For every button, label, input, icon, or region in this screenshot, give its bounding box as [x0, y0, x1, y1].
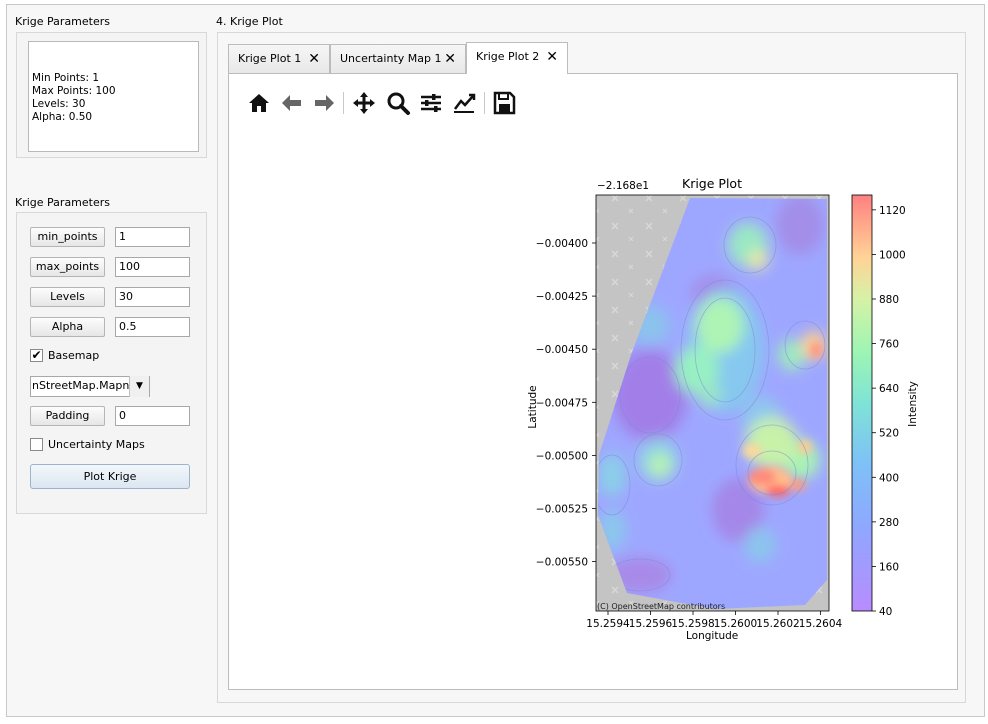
- x-tick-label: 15.2594: [586, 618, 630, 630]
- plot-group-title: 4. Krige Plot: [216, 15, 283, 28]
- padding-input[interactable]: 0: [115, 406, 190, 426]
- summary-group-title: Krige Parameters: [15, 15, 110, 28]
- y-tick-label: −0.00500: [536, 450, 588, 462]
- chevron-down-icon[interactable]: ▼: [129, 376, 149, 397]
- basemap-select[interactable]: nStreetMap.Mapnik ▼: [30, 376, 150, 397]
- x-axis: 15.2594 15.2596 15.2598 15.2600 15.2602 15.26…: [586, 611, 843, 630]
- summary-line-min-points: Min Points: 1: [32, 72, 100, 84]
- colorbar-tick-label: 160: [879, 561, 899, 573]
- y-tick-label: −0.00525: [536, 504, 588, 516]
- basemap-label: Basemap: [48, 349, 100, 362]
- basemap-select-value: nStreetMap.Mapnik: [32, 379, 139, 392]
- y-tick-label: −0.00425: [536, 291, 588, 303]
- x-tick-label: 15.2602: [756, 618, 799, 630]
- forward-icon[interactable]: [311, 90, 337, 116]
- y-offset-label: −2.168e1: [597, 180, 649, 192]
- uncertainty-maps-checkbox[interactable]: [30, 438, 43, 451]
- max-points-button[interactable]: max_points: [30, 257, 105, 277]
- min-points-input[interactable]: 1: [115, 227, 190, 247]
- alpha-input[interactable]: 0.5: [115, 317, 190, 337]
- y-tick-label: −0.00475: [536, 397, 588, 409]
- plot-krige-button[interactable]: Plot Krige: [30, 464, 190, 489]
- surface-blobs: [598, 198, 826, 593]
- edit-axis-icon[interactable]: [451, 90, 477, 116]
- colorbar-label: Intensity: [907, 381, 919, 427]
- y-axis: −0.00400 −0.00425 −0.00450 −0.00475 −0.00500…: [536, 238, 596, 569]
- configure-subplots-icon[interactable]: [418, 90, 444, 116]
- summary-line-alpha: Alpha: 0.50: [32, 111, 93, 123]
- save-icon[interactable]: [491, 90, 517, 116]
- x-tick-label: 15.2598: [671, 618, 714, 630]
- map-attribution: (C) OpenStreetMap contributors: [597, 602, 725, 611]
- back-icon[interactable]: [279, 90, 305, 116]
- tab-uncertainty-map-1[interactable]: Uncertainty Map 1 ✕: [330, 44, 466, 73]
- plot-frame: [595, 194, 830, 612]
- summary-line-levels: Levels: 30: [32, 98, 86, 110]
- map-area[interactable]: [590, 185, 835, 625]
- uncertainty-maps-label: Uncertainty Maps: [48, 438, 145, 451]
- colorbar-ticks: 1120 1000 880 760 640 520 400 280 160 40: [872, 205, 906, 618]
- tab-label: Krige Plot 2: [476, 50, 540, 63]
- colorbar: [851, 194, 873, 612]
- colorbar-tick-label: 1120: [879, 205, 906, 217]
- tab-krige-plot-1[interactable]: Krige Plot 1 ✕: [228, 44, 330, 73]
- colorbar-tick-label: 640: [879, 383, 899, 395]
- params-group-title: Krige Parameters: [15, 196, 110, 209]
- levels-input[interactable]: 30: [115, 287, 190, 307]
- padding-button[interactable]: Padding: [30, 406, 105, 426]
- close-icon[interactable]: ✕: [444, 51, 456, 67]
- summary-text-box: Min Points: 1 Max Points: 100 Levels: 30…: [28, 41, 199, 152]
- colorbar-tick-label: 400: [879, 472, 899, 484]
- colorbar-tick-label: 280: [879, 517, 899, 529]
- x-tick-label: 15.2600: [714, 618, 757, 630]
- pan-icon[interactable]: [351, 90, 377, 116]
- toolbar-separator: [343, 92, 344, 114]
- close-icon[interactable]: ✕: [308, 51, 320, 67]
- chart-title: Krige Plot: [682, 176, 742, 191]
- tab-label: Krige Plot 1: [238, 52, 302, 65]
- max-points-input[interactable]: 100: [115, 257, 190, 277]
- x-axis-label: Longitude: [686, 630, 739, 642]
- basemap-checkbox[interactable]: ✔: [30, 348, 43, 362]
- levels-button[interactable]: Levels: [30, 287, 105, 307]
- toolbar-separator: [484, 92, 485, 114]
- alpha-button[interactable]: Alpha: [30, 317, 105, 337]
- x-tick-label: 15.2596: [629, 618, 673, 630]
- x-tick-label: 15.2604: [799, 618, 843, 630]
- summary-line-max-points: Max Points: 100: [32, 85, 116, 97]
- colorbar-tick-label: 520: [879, 428, 899, 440]
- zoom-icon[interactable]: [385, 90, 411, 116]
- y-tick-label: −0.00550: [536, 557, 588, 569]
- tab-krige-plot-2[interactable]: Krige Plot 2 ✕: [466, 42, 568, 74]
- min-points-button[interactable]: min_points: [30, 227, 105, 247]
- colorbar-tick-label: 880: [879, 294, 899, 306]
- y-axis-label: Latitude: [527, 385, 539, 429]
- home-icon[interactable]: [246, 90, 272, 116]
- colorbar-tick-label: 1000: [879, 249, 906, 261]
- surface-contours: [598, 216, 826, 592]
- y-tick-label: −0.00400: [536, 238, 588, 250]
- tab-content: [228, 73, 958, 690]
- colorbar-tick-label: 40: [879, 606, 892, 618]
- tab-label: Uncertainty Map 1: [340, 52, 442, 65]
- close-icon[interactable]: ✕: [546, 49, 558, 65]
- chart-svg: −0.00400 −0.00425 −0.00450 −0.00475 −0.00500…: [536, 185, 906, 630]
- y-tick-label: −0.00450: [536, 344, 588, 356]
- colorbar-tick-label: 760: [879, 339, 899, 351]
